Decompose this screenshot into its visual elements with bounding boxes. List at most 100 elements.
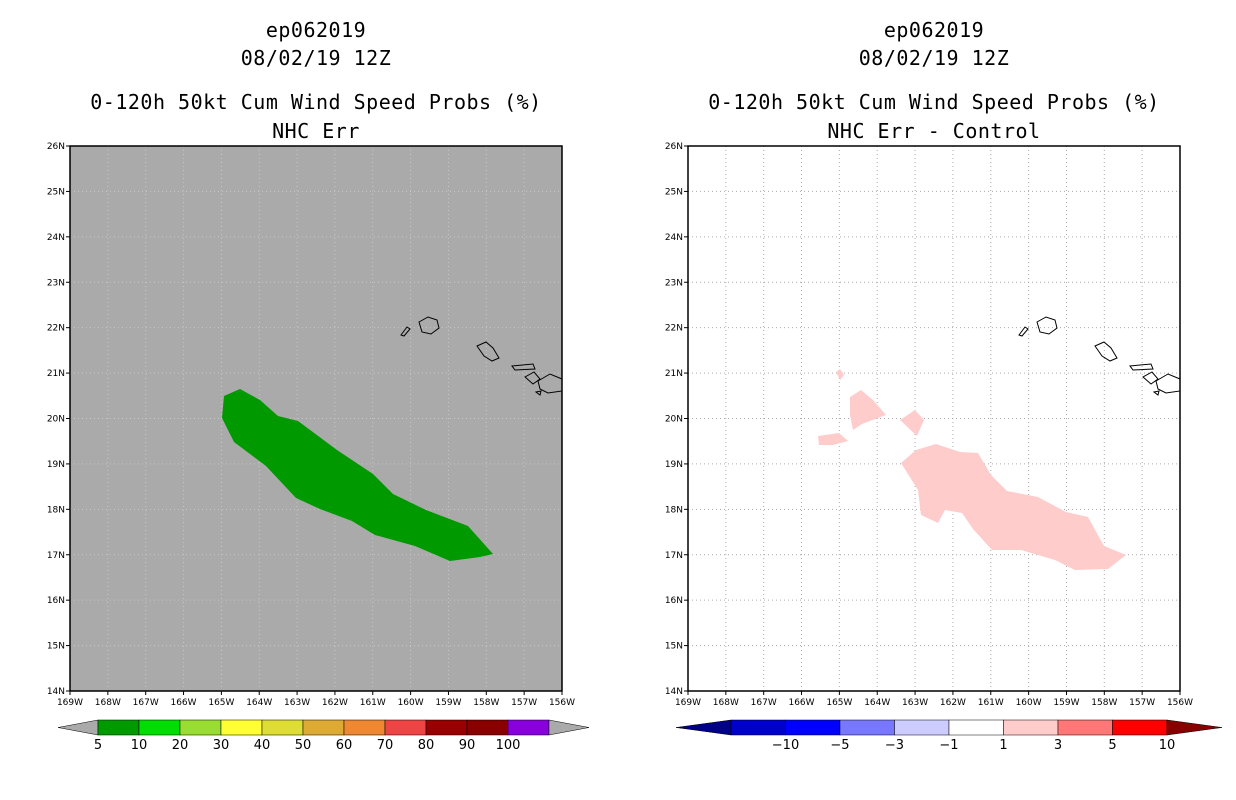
left-island-kauai: [418, 316, 440, 335]
left-lat-label: 16N: [47, 596, 65, 606]
right-wind-prob-diff-areas: [818, 369, 1126, 570]
left-grid: [70, 146, 562, 691]
right-diff-area-main: [901, 444, 1126, 570]
left-lon-labels: 169W 168W 167W 166W 165W 164W 163W 162W 161W 160W…: [57, 691, 575, 708]
left-lon-label: 160W: [398, 698, 424, 708]
left-lon-label: 165W: [208, 698, 234, 708]
right-colorbar-segment: [1003, 719, 1059, 736]
right-colorbar-label: 10: [1159, 738, 1176, 753]
right-colorbar-segment: [839, 719, 895, 736]
right-lat-label: 17N: [665, 551, 683, 561]
left-lon-label: 167W: [133, 698, 159, 708]
right-lat-label: 19N: [665, 460, 683, 470]
left-lon-label: 169W: [57, 698, 83, 708]
left-wind-prob-area: [222, 389, 493, 561]
right-lat-label: 25N: [665, 187, 683, 197]
left-island-outlines: [400, 316, 563, 396]
left-lat-label: 22N: [47, 324, 65, 334]
left-lat-label: 20N: [47, 415, 65, 425]
right-colorbar-label: −1: [939, 738, 958, 753]
right-lat-label: 20N: [665, 415, 683, 425]
right-lon-label: 169W: [675, 698, 701, 708]
right-island-niihau: [1018, 326, 1029, 337]
right-lat-label: 22N: [665, 324, 683, 334]
right-colorbar-segment: [1112, 719, 1168, 736]
right-lat-label: 14N: [665, 687, 683, 697]
left-colorbar-label: 100: [496, 738, 521, 753]
left-lon-label: 164W: [246, 698, 272, 708]
right-lon-label: 168W: [713, 698, 739, 708]
right-subtitle: NHC Err - Control: [827, 119, 1041, 143]
right-map: 26N25N24N23N22N21N20N19N18N17N16N15N14N …: [665, 142, 1223, 753]
right-colorbar-label: −10: [772, 738, 799, 753]
left-island-molokai: [511, 363, 536, 371]
left-lat-label: 23N: [47, 278, 65, 288]
right-colorbar-label: 3: [1054, 738, 1062, 753]
right-diff-area-small-1: [850, 390, 886, 430]
left-colorbar-segment: [507, 719, 550, 736]
left-colorbar-segment: [220, 719, 263, 736]
right-colorbar-label: 1: [999, 738, 1007, 753]
left-lat-label: 26N: [47, 142, 65, 152]
right-island-kauai: [1036, 316, 1058, 335]
left-lat-label: 18N: [47, 505, 65, 515]
right-product-title: 0-120h 50kt Cum Wind Speed Probs (%): [708, 90, 1160, 114]
left-product-title: 0-120h 50kt Cum Wind Speed Probs (%): [90, 90, 542, 114]
right-lon-label: 161W: [978, 698, 1004, 708]
left-island-oahu: [476, 341, 500, 362]
left-lat-label: 21N: [47, 369, 65, 379]
left-colorbar-label: 10: [131, 738, 148, 753]
left-colorbar-segment: [179, 719, 222, 736]
left-colorbar-label: 70: [377, 738, 394, 753]
left-island-kahoolawe: [534, 390, 542, 396]
left-colorbar-high-end: [548, 719, 590, 736]
left-lat-labels: 26N 25N 24N 23N 22N 21N 20N 19N 18N 17N 16N 15N 14N: [47, 142, 70, 697]
left-colorbar-segment: [425, 719, 468, 736]
left-colorbar-segment: [343, 719, 386, 736]
left-colorbar-segment: [138, 719, 181, 736]
right-colorbar-segment: [730, 719, 786, 736]
right-diff-area-small-4: [836, 369, 844, 380]
right-island-maui: [1142, 371, 1159, 385]
right-lon-label: 157W: [1129, 698, 1155, 708]
left-lon-label: 162W: [322, 698, 348, 708]
left-map: 26N25N24N23N22N21N20N19N18N17N16N15N14N …: [47, 142, 590, 753]
left-lon-label: 161W: [360, 698, 386, 708]
right-lat-label: 26N: [665, 142, 683, 152]
right-island-kahoolawe: [1152, 390, 1160, 396]
right-lat-label: 24N: [665, 233, 683, 243]
right-colorbar-segment: [948, 719, 1004, 736]
left-colorbar-label: 50: [295, 738, 312, 753]
right-lat-label: 23N: [665, 278, 683, 288]
right-lon-label: 163W: [902, 698, 928, 708]
right-lat-label: 15N: [665, 642, 683, 652]
right-diff-area-small-3: [818, 433, 848, 445]
right-lat-label: 16N: [665, 596, 683, 606]
right-lon-label: 159W: [1053, 698, 1079, 708]
left-storm-id: ep062019: [265, 18, 367, 42]
right-diff-area-small-2: [900, 410, 924, 436]
right-colorbar-segment: [785, 719, 841, 736]
left-subtitle: NHC Err: [272, 119, 360, 143]
left-colorbar-low-end: [57, 719, 99, 736]
left-colorbar-label: 80: [418, 738, 435, 753]
left-colorbar-label: 5: [94, 738, 102, 753]
left-lon-label: 159W: [435, 698, 461, 708]
left-lon-label: 156W: [549, 698, 575, 708]
left-colorbar-label: 40: [254, 738, 271, 753]
right-lon-label: 164W: [864, 698, 890, 708]
left-lat-label: 25N: [47, 187, 65, 197]
left-lon-label: 157W: [511, 698, 537, 708]
right-colorbar-label: −5: [830, 738, 849, 753]
left-island-maui: [524, 371, 541, 385]
right-colorbar-low-end: [675, 719, 732, 736]
left-map-background: [70, 146, 562, 691]
right-colorbar-label: 5: [1108, 738, 1116, 753]
left-colorbar-label: 90: [459, 738, 476, 753]
left-lat-label: 24N: [47, 233, 65, 243]
right-lon-label: 156W: [1167, 698, 1193, 708]
right-lat-label: 18N: [665, 505, 683, 515]
left-colorbar-segment: [384, 719, 427, 736]
right-lon-label: 167W: [751, 698, 777, 708]
left-lon-label: 163W: [284, 698, 310, 708]
